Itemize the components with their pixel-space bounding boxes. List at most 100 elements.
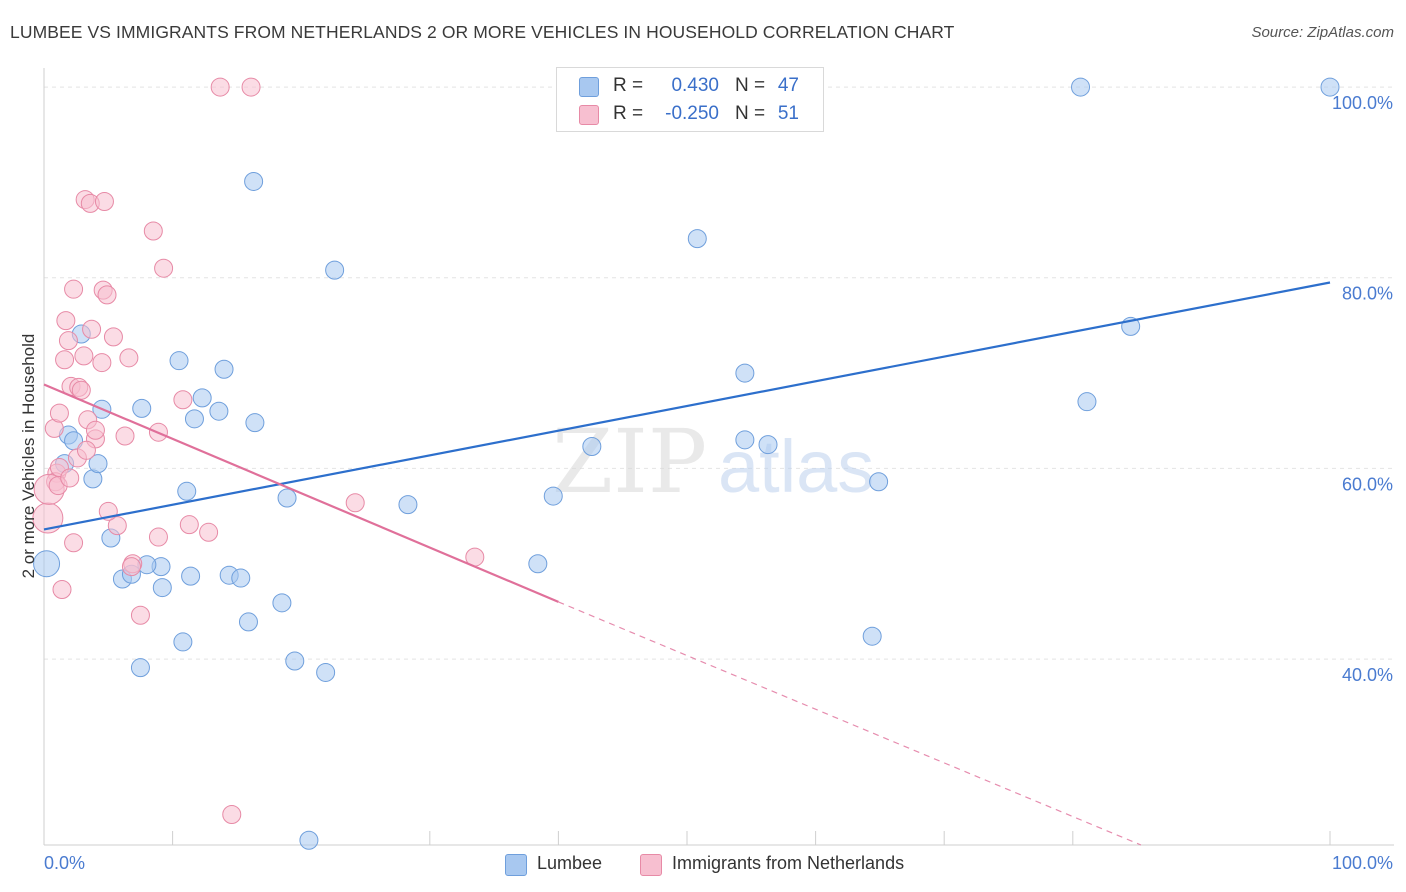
- y-tick-label: 40.0%: [1342, 665, 1393, 685]
- lumbee-point: [192, 388, 212, 408]
- legend-n-label: N =: [735, 75, 766, 96]
- series-swatch-lumbee: [505, 854, 527, 876]
- lumbee-point: [152, 578, 172, 598]
- lumbee-point: [245, 413, 265, 433]
- watermark-zip: ZIP: [552, 410, 707, 513]
- legend-r-value: 0.430: [671, 75, 719, 96]
- netherlands-point: [60, 468, 80, 488]
- legend-r-label: R =: [613, 103, 644, 124]
- lumbee-point: [181, 566, 201, 586]
- netherlands-point: [119, 348, 139, 368]
- stats-legend: R = 0.430 N = 47 R = -0.250 N = 51: [556, 67, 824, 132]
- lumbee-point: [862, 626, 882, 646]
- netherlands-point: [179, 515, 199, 535]
- lumbee-point: [1077, 392, 1097, 412]
- lumbee-point: [244, 171, 264, 191]
- lumbee-point: [214, 359, 234, 379]
- lumbee-point: [169, 351, 189, 371]
- netherlands-point: [85, 420, 105, 440]
- legend-swatch-netherlands: [579, 105, 599, 125]
- lumbee-point: [735, 430, 755, 450]
- series-label-netherlands: Immigrants from Netherlands: [672, 853, 905, 873]
- netherlands-point: [121, 557, 141, 577]
- lumbee-point: [758, 435, 778, 455]
- tick-layer: 40.0% 60.0% 80.0% 100.0% 0.0% 100.0%: [43, 93, 1393, 873]
- y-tick-label: 100.0%: [1332, 93, 1393, 113]
- lumbee-point: [1320, 77, 1340, 97]
- netherlands-point: [55, 350, 75, 370]
- legend-swatch-lumbee: [579, 77, 599, 97]
- lumbee-point: [582, 436, 602, 456]
- lumbee-point: [299, 830, 319, 850]
- series-label-lumbee: Lumbee: [537, 853, 603, 873]
- netherlands-point: [56, 311, 76, 331]
- netherlands-point: [143, 221, 163, 241]
- netherlands-point: [130, 605, 150, 625]
- netherlands-point: [58, 331, 78, 351]
- netherlands-point: [107, 516, 127, 536]
- netherlands-point: [82, 319, 102, 339]
- lumbee-point: [735, 363, 755, 383]
- netherlands-point: [173, 390, 193, 410]
- axis-layer: [43, 68, 1394, 846]
- lumbee-trend-line: [43, 281, 1331, 531]
- netherlands-point: [74, 346, 94, 366]
- legend-row-lumbee: R = 0.430 N = 47: [557, 72, 823, 100]
- chart-title: LUMBEE VS IMMIGRANTS FROM NETHERLANDS 2 …: [10, 22, 955, 42]
- lumbee-point: [869, 472, 889, 492]
- lumbee-point: [33, 550, 61, 578]
- netherlands-trend-extension: [558, 601, 1142, 846]
- lumbee-point: [398, 495, 418, 515]
- legend-r-label: R =: [613, 75, 644, 96]
- netherlands-point: [115, 426, 135, 446]
- netherlands-point: [222, 804, 242, 824]
- lumbee-point: [177, 481, 197, 501]
- netherlands-point: [241, 77, 261, 97]
- netherlands-point: [97, 285, 117, 305]
- y-tick-label: 60.0%: [1342, 474, 1393, 494]
- lumbee-point: [285, 651, 305, 671]
- x-tick-label: 100.0%: [1332, 853, 1393, 873]
- lumbee-point: [173, 632, 193, 652]
- netherlands-point: [199, 522, 219, 542]
- series-legend: Lumbee Immigrants from Netherlands: [0, 852, 1406, 878]
- netherlands-point: [64, 279, 84, 299]
- netherlands-trend-line: [43, 383, 559, 603]
- lumbee-point: [687, 229, 707, 249]
- y-axis-title: 2 or more Vehicles in Household: [19, 334, 38, 579]
- netherlands-point: [76, 440, 96, 460]
- lumbee-point: [528, 554, 548, 574]
- netherlands-point: [345, 493, 365, 513]
- x-tick-label: 0.0%: [44, 853, 85, 873]
- trend-layer: [43, 281, 1331, 846]
- lumbee-point: [1071, 77, 1091, 97]
- y-tick-label: 80.0%: [1342, 284, 1393, 304]
- lumbee-point: [130, 658, 150, 678]
- lumbee-point: [316, 662, 336, 682]
- netherlands-point: [94, 191, 114, 211]
- lumbee-point: [325, 260, 345, 280]
- netherlands-point: [154, 258, 174, 278]
- lumbee-point: [88, 454, 108, 474]
- lumbee-point: [184, 409, 204, 429]
- netherlands-point: [103, 327, 123, 347]
- legend-row-netherlands: R = -0.250 N = 51: [557, 100, 823, 128]
- lumbee-point: [209, 401, 229, 421]
- source-note: Source: ZipAtlas.com: [1251, 24, 1394, 41]
- legend-n-value: 47: [777, 75, 799, 96]
- netherlands-point: [210, 77, 230, 97]
- points-layer: [32, 77, 1340, 850]
- netherlands-point: [92, 353, 112, 373]
- series-swatch-netherlands: [640, 854, 662, 876]
- lumbee-point: [277, 488, 297, 508]
- lumbee-point: [231, 568, 251, 588]
- watermark: ZIP atlas: [552, 410, 874, 513]
- lumbee-point: [272, 593, 292, 613]
- legend-n-label: N =: [735, 103, 766, 124]
- legend-r-value: -0.250: [665, 103, 719, 124]
- lumbee-point: [543, 486, 563, 506]
- legend-n-value: 51: [777, 103, 799, 124]
- netherlands-point: [64, 533, 84, 553]
- lumbee-point: [132, 398, 152, 418]
